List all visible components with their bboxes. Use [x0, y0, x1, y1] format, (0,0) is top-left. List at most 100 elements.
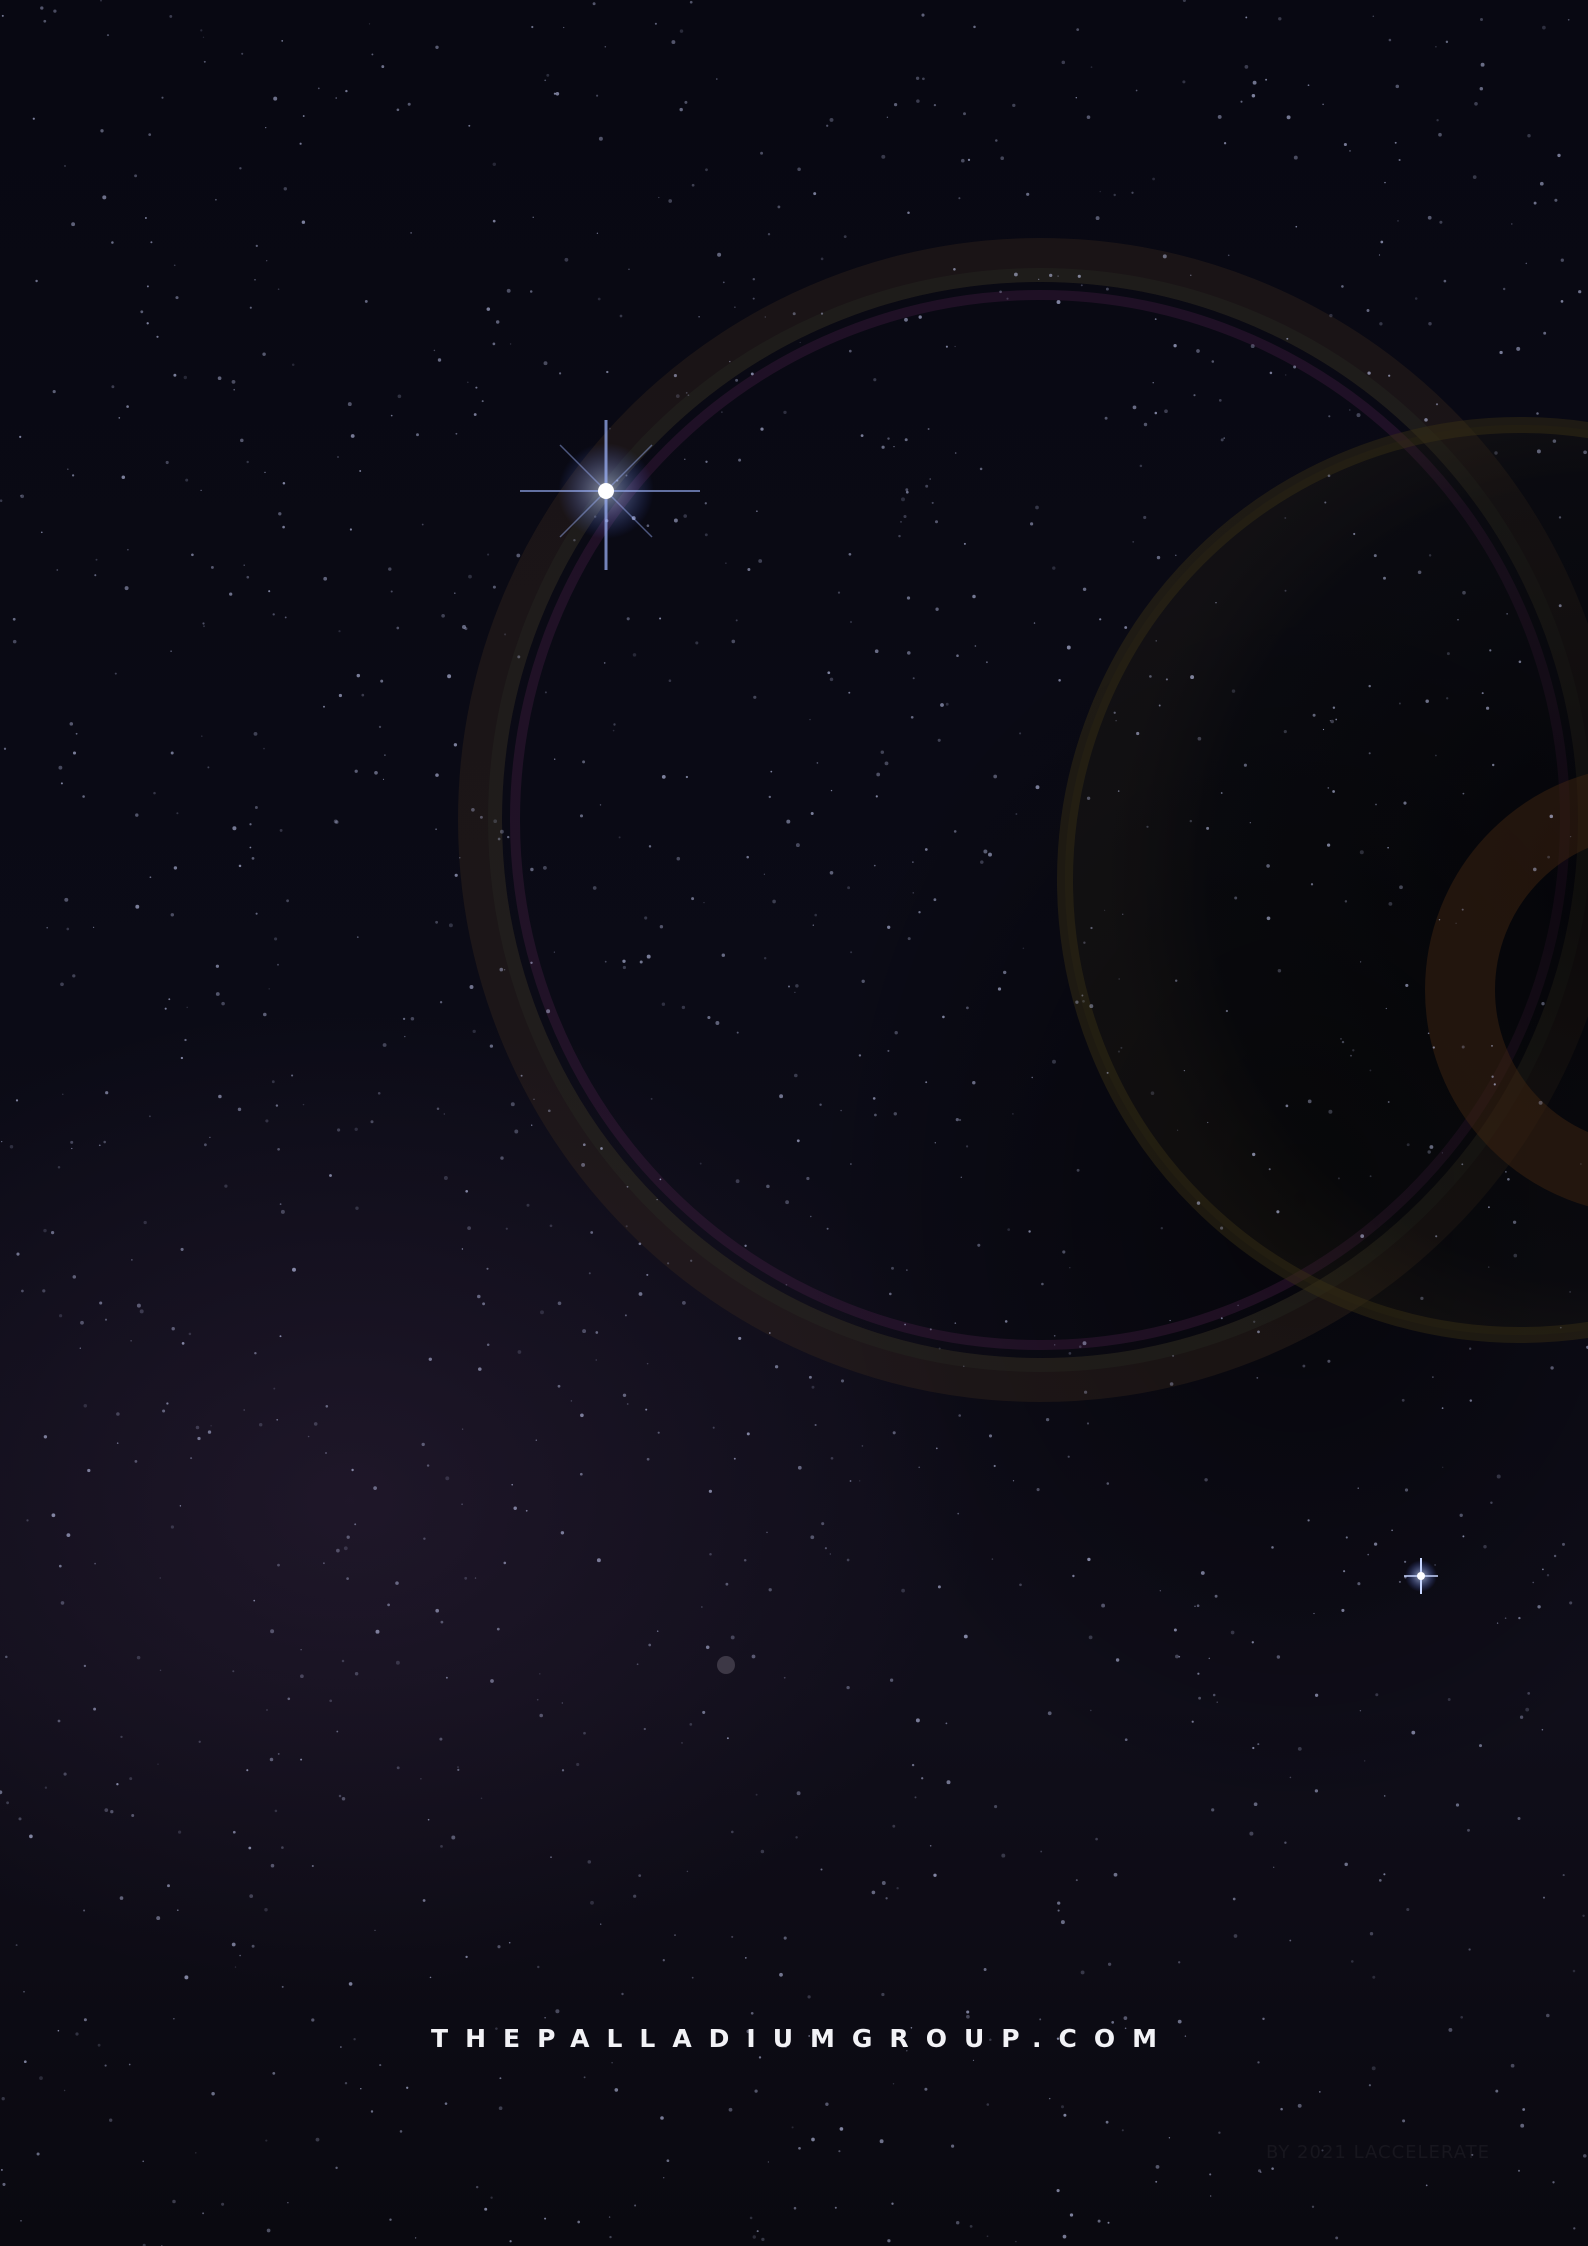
dust-star [530, 867, 534, 872]
dust-star [879, 2139, 884, 2144]
dust-star [135, 904, 140, 909]
dust-star [624, 1314, 627, 1317]
dust-star [1383, 1873, 1386, 1876]
dust-star [80, 1320, 84, 1325]
dust-star [510, 1102, 515, 1107]
dust-star [1132, 540, 1135, 543]
dust-star [579, 1472, 583, 1476]
dust-star [725, 1582, 729, 1586]
dust-star [1204, 1478, 1208, 1482]
dust-star [300, 1649, 302, 1651]
dust-star [986, 2235, 989, 2238]
dust-star [1332, 790, 1335, 793]
dust-star [490, 1679, 494, 1683]
dust-star [1462, 792, 1465, 795]
dust-star [42, 1289, 46, 1293]
dust-star [896, 1887, 899, 1890]
dust-star [1207, 1121, 1209, 1124]
dust-star [1441, 1407, 1444, 1409]
dust-star [671, 40, 676, 45]
dust-star [668, 679, 672, 682]
dust-star [1076, 1168, 1080, 1172]
dust-star [1225, 1009, 1229, 1013]
dust-star [1369, 1069, 1372, 1072]
dust-star [170, 913, 175, 917]
dust-star [650, 1097, 653, 1100]
dust-star [659, 1178, 662, 1181]
dust-star [715, 1021, 720, 1025]
dust-star [1507, 1177, 1510, 1181]
dust-star [445, 1476, 450, 1481]
dust-star [240, 438, 244, 443]
dust-star [1107, 2221, 1110, 2224]
dust-star [1350, 1054, 1352, 1057]
dust-star [1182, 0, 1186, 3]
dust-star [807, 1995, 811, 1999]
dust-star [1035, 505, 1039, 510]
dust-star [486, 1267, 489, 1270]
dust-star [1154, 318, 1157, 321]
dust-star [1480, 18, 1483, 21]
dust-star [1113, 1872, 1118, 1877]
dust-star [763, 873, 766, 875]
dust-star [281, 1985, 284, 1988]
dust-star [1124, 1738, 1128, 1742]
dust-star [1387, 1101, 1390, 1103]
dust-star [185, 478, 189, 482]
dust-star [544, 2017, 546, 2019]
dust-star [1385, 1007, 1387, 1010]
dust-star [1420, 1296, 1424, 1301]
dust-star [121, 475, 126, 479]
dust-star [797, 1465, 802, 1470]
dust-star [592, 2, 596, 6]
dust-star [595, 1331, 599, 1334]
dust-star [1487, 1206, 1490, 1209]
dust-star [287, 1697, 291, 1701]
dust-star [1048, 2097, 1051, 2100]
dust-star [1087, 1557, 1091, 1562]
dust-star [482, 1302, 486, 1306]
dust-star [799, 341, 801, 344]
dust-star [891, 1266, 894, 1270]
dust-star [951, 2144, 955, 2148]
dust-star [1510, 2063, 1515, 2068]
dust-star [1552, 2181, 1555, 2184]
dust-star [709, 1552, 712, 1556]
dust-star [159, 1669, 162, 1672]
dust-star [750, 372, 754, 376]
dust-star [963, 1365, 965, 1367]
dust-star [1533, 867, 1537, 872]
dust-star [915, 1718, 920, 1723]
dust-star [439, 1001, 443, 1004]
dust-star [489, 1044, 494, 1048]
dust-star [1090, 66, 1093, 68]
dust-star [906, 596, 911, 600]
dust-star [156, 1916, 161, 1921]
dust-star [1379, 322, 1383, 326]
dust-star [646, 1273, 649, 1276]
dust-star [599, 804, 602, 806]
dust-star [1258, 2169, 1261, 2173]
dust-star [563, 26, 565, 29]
dust-star [1124, 2027, 1127, 2030]
dust-star [454, 592, 456, 594]
dust-star [1251, 94, 1256, 98]
dust-star [1467, 1828, 1470, 1832]
dust-star [20, 494, 25, 499]
dust-star [478, 1367, 482, 1371]
dust-star [821, 1522, 825, 1526]
dust-star [492, 219, 496, 223]
bright-star-icon [520, 420, 700, 570]
dust-star [100, 129, 104, 133]
dust-star [1366, 309, 1370, 312]
dust-star [1162, 254, 1167, 259]
dust-star [553, 92, 557, 95]
dust-star [19, 435, 22, 438]
dust-star [1123, 2016, 1128, 2020]
dust-star [1542, 1568, 1544, 1571]
dust-star [1183, 1069, 1186, 1072]
dust-star [170, 650, 172, 652]
dust-star [1469, 1399, 1473, 1402]
dust-star [933, 1873, 937, 1877]
dust-star [743, 1558, 747, 1562]
